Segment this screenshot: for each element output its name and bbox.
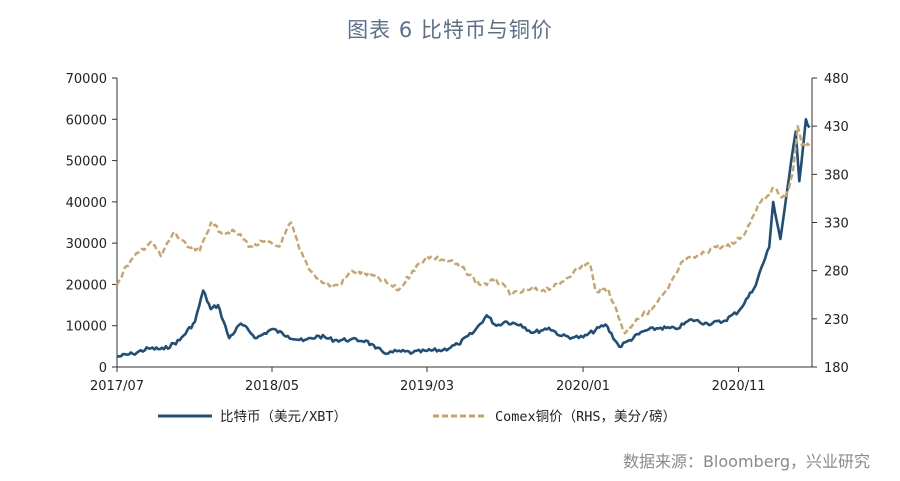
legend-label-bitcoin: 比特币（美元/XBT） [220,409,347,425]
right-axis-tick-label: 330 [824,217,849,232]
source-note: 数据来源：Bloomberg，兴业研究 [622,452,870,471]
left-axis-tick-label: 60000 [66,113,107,128]
x-axis-tick-label: 2017/07 [90,379,144,394]
left-axis-tick-label: 70000 [66,72,107,87]
x-axis-tick-label: 2020/11 [712,379,766,394]
legend-label-copper: Comex铜价（RHS，美分/磅） [495,408,676,425]
right-axis-tick-label: 230 [824,313,849,328]
x-axis-tick-label: 2020/01 [556,379,610,394]
right-axis-tick-label: 180 [824,361,849,376]
x-axis-tick-label: 2019/03 [400,379,454,394]
left-axis-tick-label: 30000 [66,237,107,252]
right-axis-tick-label: 430 [824,120,849,135]
left-axis-tick-label: 50000 [66,155,107,170]
right-axis-tick-label: 280 [824,265,849,280]
left-axis-tick-label: 40000 [66,196,107,211]
left-axis-tick-label: 0 [99,361,107,376]
chart-title: 图表 6 比特币与铜价 [347,18,553,42]
right-axis-tick-label: 480 [824,72,849,87]
series-line-copper [115,125,811,335]
series-line-bitcoin [116,118,811,358]
left-axis-tick-label: 20000 [66,278,107,293]
x-axis-tick-label: 2018/05 [245,379,299,394]
chart-series-layer [115,118,811,358]
left-axis-tick-label: 10000 [66,320,107,335]
right-axis-tick-label: 380 [824,168,849,183]
chart-axes: 0 10000 20000 30000 40000 50000 60000 70000 180 2… [66,72,849,394]
chart-legend: 比特币（美元/XBT） Comex铜价（RHS，美分/磅） [158,408,676,425]
